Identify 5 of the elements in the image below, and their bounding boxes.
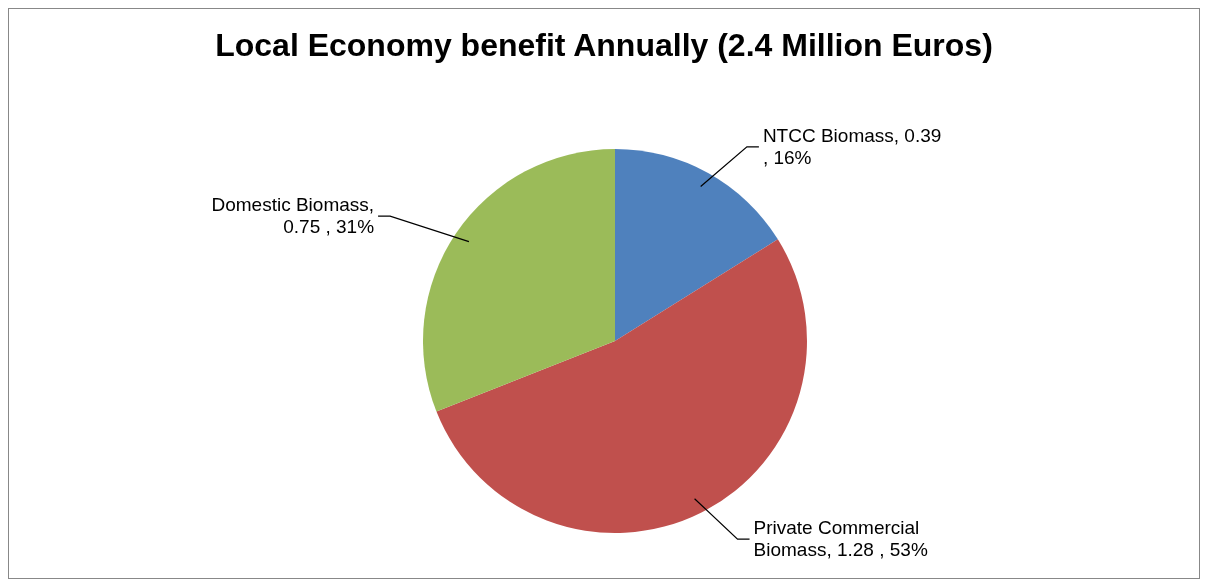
slice-label: Domestic Biomass, 0.75 , 31% (211, 194, 375, 238)
chart-title: Local Economy benefit Annually (2.4 Million Euros) (214, 27, 994, 64)
slice-label: NTCC Biomass, 0.39 , 16% (762, 124, 942, 168)
slice-label: Private Commercial Biomass, 1.28 , 53% (753, 517, 928, 561)
pie-slice (423, 149, 615, 412)
